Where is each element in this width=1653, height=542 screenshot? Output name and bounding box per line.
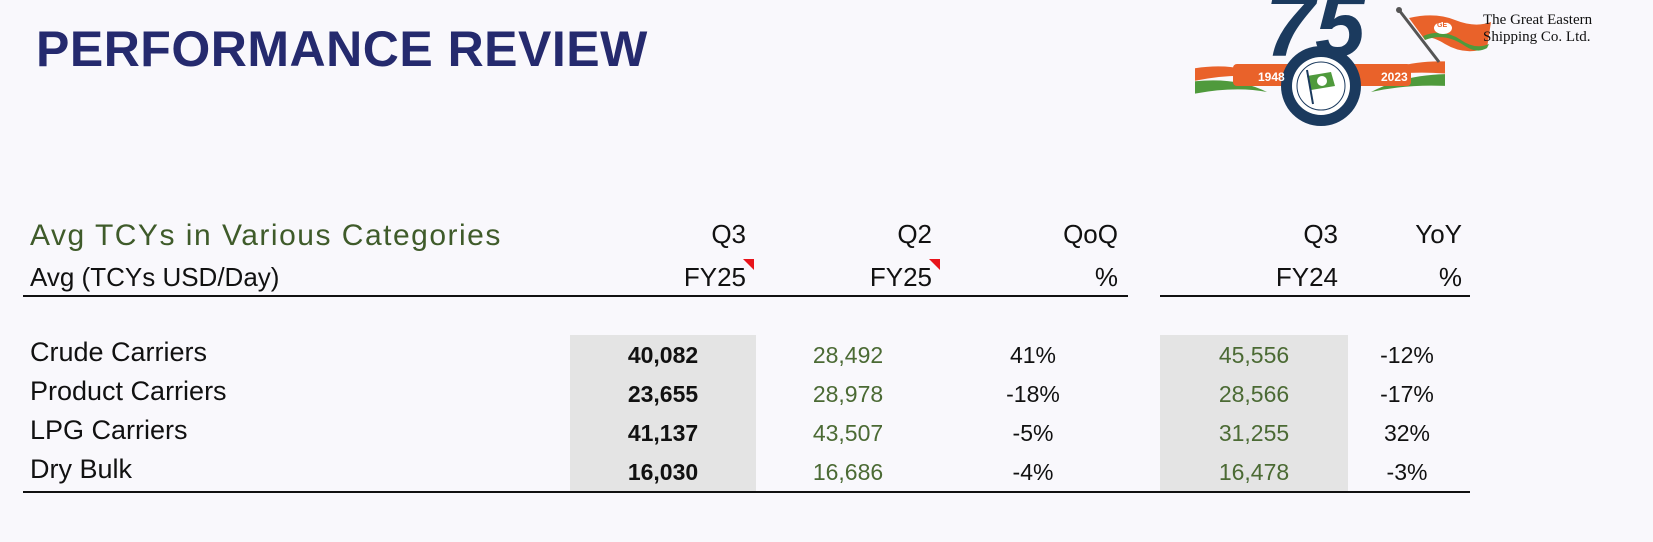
cell-q3fy25: 16,030 [627,459,699,485]
col-yoy-line2: % [1438,262,1462,292]
cell-q3fy25: 41,137 [627,420,699,446]
cell-q2fy25: 43,507 [812,420,884,446]
cell-yoy: -12% [1380,342,1434,368]
cell-q3fy25: 40,082 [627,342,699,368]
company-name-line1: The Great Eastern [1483,12,1593,28]
comment-flag-icon [743,259,754,270]
row-label: Crude Carriers [30,337,208,367]
company-flag-logo [1396,7,1491,63]
page-title: PERFORMANCE REVIEW [36,21,648,77]
cell-qoq: 41% [1009,342,1057,368]
company-name-line2: Shipping Co. Ltd. [1483,29,1591,45]
header-rule-right [1160,295,1470,297]
cell-qoq: -18% [1006,381,1060,407]
cell-q2fy25: 28,978 [812,381,884,407]
cell-q3fy25: 23,655 [627,381,699,407]
comment-flag-icon [929,259,940,270]
highlight-column-q3fy24 [1160,335,1348,492]
col-q3fy25-line1: Q3 [711,219,746,249]
cell-yoy: -17% [1380,381,1434,407]
col-q3fy24-line1: Q3 [1303,219,1338,249]
col-yoy-line1: YoY [1415,219,1462,249]
row-label: Product Carriers [30,376,227,406]
flag-text: GE [1437,22,1448,29]
cell-q2fy25: 28,492 [812,342,884,368]
header-rule-left [23,295,1128,297]
col-q3fy25-line2: FY25 [683,262,746,292]
row-label: LPG Carriers [30,415,188,445]
cell-q3fy24: 28,566 [1218,381,1290,407]
col-q2fy25-line1: Q2 [897,219,932,249]
cell-q2fy25: 16,686 [812,459,884,485]
cell-yoy: 32% [1383,420,1431,446]
table-subtitle: Avg (TCYs USD/Day) [30,262,280,292]
cell-q3fy24: 16,478 [1218,459,1290,485]
col-q3fy24-line2: FY24 [1275,262,1338,292]
cell-yoy: -3% [1386,459,1428,485]
col-q2fy25-line2: FY25 [869,262,932,292]
cell-qoq: -4% [1012,459,1054,485]
logo-start-year: 1948 [1258,70,1285,84]
cell-q3fy24: 31,255 [1218,420,1290,446]
table-bottom-rule [23,491,1470,493]
col-qoq-line2: % [1094,262,1118,292]
logo-end-year: 2023 [1381,70,1408,84]
company-name: The Great Eastern Shipping Co. Ltd. [1483,12,1592,46]
cell-q3fy24: 45,556 [1218,342,1290,368]
row-label: Dry Bulk [30,454,133,484]
col-qoq-line1: QoQ [1063,219,1118,249]
table-title: Avg TCYs in Various Categories [30,219,502,252]
cell-qoq: -5% [1012,420,1054,446]
highlight-column-q3fy25 [570,335,756,492]
anniversary-logo: 7 5 [1195,0,1445,126]
